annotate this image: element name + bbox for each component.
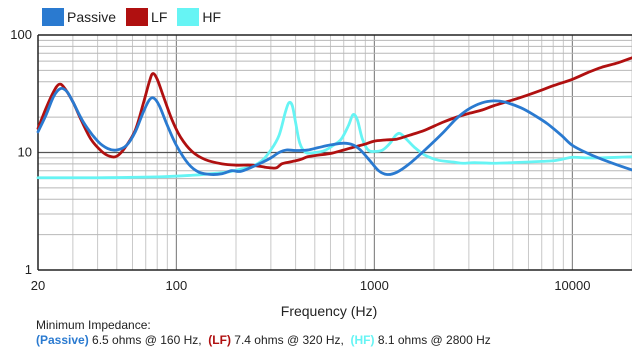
notes-heading: Minimum Impedance: bbox=[36, 318, 151, 332]
note-tag-passive: (Passive) bbox=[36, 333, 89, 347]
legend-label-lf: LF bbox=[151, 9, 168, 25]
y-tick-label: 10 bbox=[18, 145, 32, 160]
legend: Passive LF HF bbox=[42, 7, 231, 27]
minimum-impedance-notes: Minimum Impedance: (Passive) 6.5 ohms @ … bbox=[36, 318, 491, 348]
series-line-lf bbox=[36, 56, 632, 170]
series-line-hf bbox=[36, 100, 632, 180]
x-tick-label: 20 bbox=[31, 278, 45, 293]
legend-label-hf: HF bbox=[202, 9, 222, 25]
legend-swatch-passive bbox=[42, 8, 64, 26]
y-tick-label: 1 bbox=[25, 262, 32, 277]
series-line-passive bbox=[36, 86, 632, 176]
x-tick-label: 1000 bbox=[360, 278, 389, 293]
y-tick-label: 100 bbox=[10, 27, 32, 42]
note-text-lf: 7.4 ohms @ 320 Hz, bbox=[230, 333, 344, 347]
legend-label-passive: Passive bbox=[67, 9, 117, 25]
note-tag-hf: (HF) bbox=[350, 333, 375, 347]
x-axis-title: Frequency (Hz) bbox=[281, 303, 377, 319]
note-text-hf: 8.1 ohms @ 2800 Hz bbox=[374, 333, 491, 347]
legend-swatch-lf bbox=[126, 8, 149, 26]
x-tick-label: 100 bbox=[166, 278, 188, 293]
legend-swatch-hf bbox=[177, 8, 200, 26]
note-tag-lf: (LF) bbox=[208, 333, 231, 347]
legend-item-lf: LF bbox=[126, 8, 167, 26]
x-tick-label: 10000 bbox=[554, 278, 590, 293]
notes-values: (Passive) 6.5 ohms @ 160 Hz, (LF) 7.4 oh… bbox=[36, 333, 491, 348]
note-text-passive: 6.5 ohms @ 160 Hz, bbox=[88, 333, 202, 347]
legend-item-passive: Passive bbox=[42, 8, 116, 26]
legend-item-hf: HF bbox=[177, 8, 221, 26]
